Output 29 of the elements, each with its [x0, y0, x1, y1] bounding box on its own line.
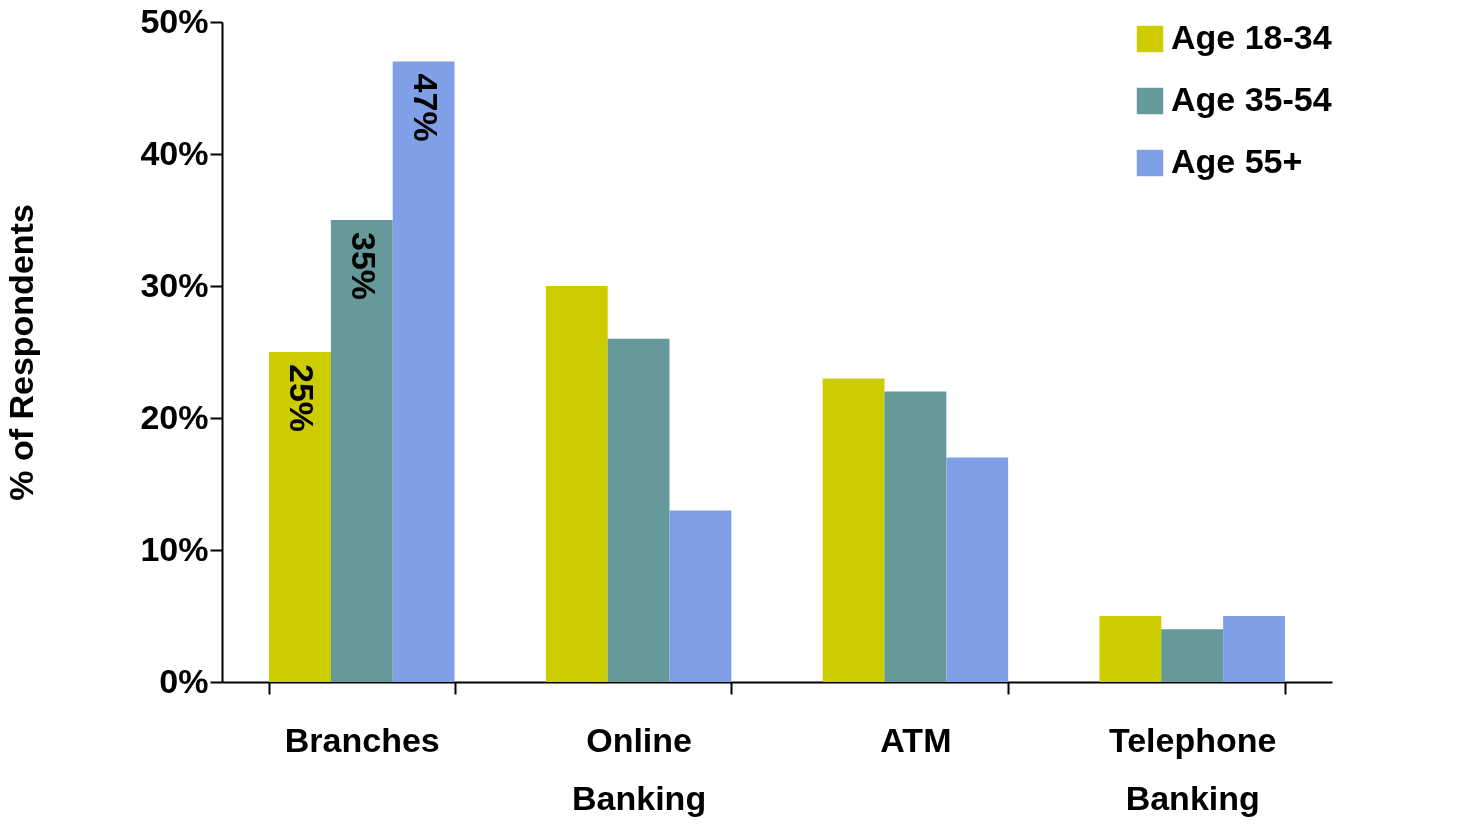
bar — [669, 510, 732, 682]
y-axis-title: % of Respondents — [2, 204, 41, 501]
bar — [607, 338, 670, 682]
bar — [1223, 616, 1285, 682]
bar — [884, 391, 947, 682]
y-tick-label: 0% — [159, 661, 209, 700]
y-tick-label: 40% — [140, 133, 209, 172]
data-label: 47% — [406, 73, 445, 142]
bar — [545, 286, 608, 682]
data-label: 25% — [282, 364, 321, 433]
x-tick-label: ATM — [880, 720, 952, 759]
y-tick-label: 10% — [140, 529, 209, 568]
x-tick-label: Online Banking — [572, 720, 707, 817]
bar — [330, 220, 393, 682]
legend-label: Age 18-34 — [1171, 18, 1332, 56]
bar — [822, 378, 885, 682]
bar — [1099, 616, 1162, 682]
legend-label: Age 55+ — [1171, 142, 1303, 180]
x-tick-label: Branches — [284, 720, 440, 759]
data-label: 35% — [344, 232, 383, 301]
y-tick-label: 20% — [140, 397, 209, 436]
y-tick-label: 30% — [140, 265, 209, 304]
y-tick-label: 50% — [140, 1, 209, 40]
bar — [392, 61, 455, 682]
legend-label: Age 35-54 — [1171, 80, 1332, 118]
x-tick-label: Telephone Banking — [1108, 720, 1277, 817]
bar — [946, 457, 1009, 682]
bar — [269, 352, 331, 682]
bar — [1161, 629, 1224, 682]
